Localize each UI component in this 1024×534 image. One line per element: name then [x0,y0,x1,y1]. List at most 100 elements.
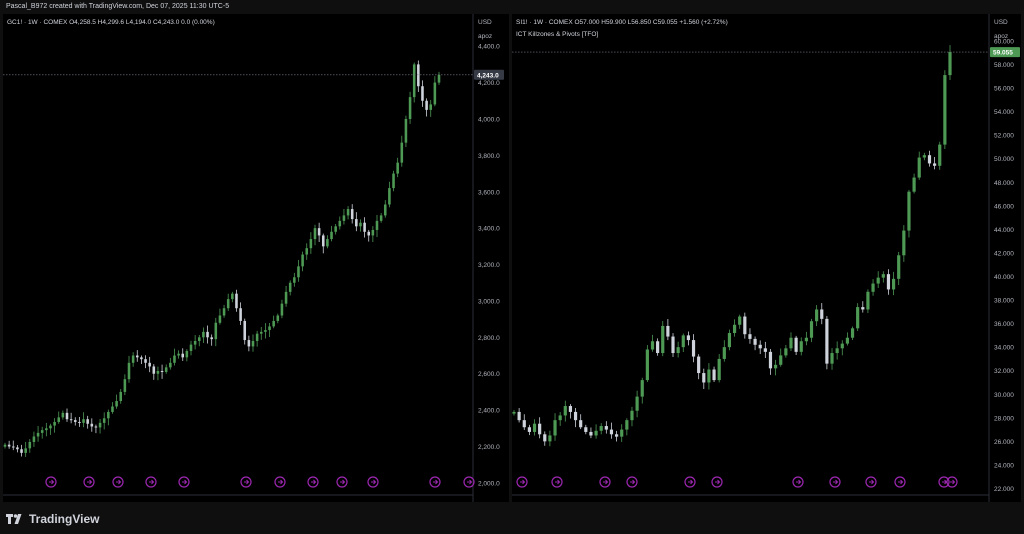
candle-body [239,308,242,321]
candle [425,98,428,117]
candle [589,427,593,439]
silver-chart-svg[interactable]: SI1! · 1W · COMEX O57.000 H59.900 L56.85… [512,14,1021,502]
tradingview-brand[interactable]: TradingView [29,512,100,526]
candle [784,344,788,358]
candle-body [36,432,40,437]
candle [548,430,552,447]
candle-body [65,412,69,420]
y-tick-label: 3,000.0 [478,298,500,305]
last-price-tag [990,47,1020,58]
silver-chart-panel[interactable]: SI1! · 1W · COMEX O57.000 H59.900 L56.85… [512,14,1021,502]
y-tick-label: 2,000.0 [478,480,500,487]
event-icon-arrow [467,479,473,485]
candle [594,424,598,439]
candle-body [115,401,118,407]
candle [614,430,619,442]
candle-body [131,355,135,363]
candle [732,319,737,337]
economic-event-icon [792,476,804,488]
candle-body [144,359,147,363]
candle-body [160,370,164,372]
event-icon-ring [946,476,958,488]
candle [748,328,752,344]
candle [799,337,803,356]
candle [375,214,379,237]
candle-body [400,142,404,163]
candle [630,406,634,427]
candle-body [876,277,880,284]
candle-body [156,370,160,374]
candle-body [922,155,926,158]
tradingview-logo-icon[interactable] [6,514,24,524]
candle-body [584,427,588,432]
gold-chart-panel[interactable]: GC1! · 1W · COMEX O4,258.5 H4,299.6 L4,1… [3,14,509,502]
candle [553,413,557,441]
candle [599,423,603,435]
candle-body [342,215,346,221]
candle [421,80,424,107]
candle [210,334,213,346]
candle [222,304,226,318]
event-icon-arrow [715,479,721,485]
candle [681,333,685,353]
candle-body [255,333,259,341]
candle [123,374,127,396]
gold-chart-svg[interactable]: GC1! · 1W · COMEX O4,258.5 H4,299.6 L4,1… [3,14,509,502]
candle-body [861,307,865,310]
candle-body [774,364,778,369]
candle [763,341,767,358]
candle [912,173,916,194]
y-tick-label: 28.000 [994,415,1014,422]
candle-body [421,86,424,101]
candle [102,412,106,430]
economic-event-icon [946,476,958,488]
economic-event-icon [240,476,252,488]
candle-body [738,316,742,325]
candle [169,357,172,370]
candle [671,333,675,358]
candle [897,251,901,285]
event-icon-ring [599,476,611,488]
candle [707,363,711,390]
candle-body [599,426,603,431]
candle-body [671,336,675,354]
candle-body [235,293,238,309]
candle-body [24,448,27,453]
candle-body [313,228,317,240]
candle-body [82,419,85,423]
candle-body [20,449,23,453]
y-tick-label: 30.000 [994,392,1014,399]
candle-body [16,447,19,450]
candle-body [135,355,139,358]
candle-body [388,188,391,205]
candle [809,318,814,343]
candle-body [32,436,36,442]
candle-body [243,320,247,341]
candle-body [152,366,156,374]
y-tick-label: 4,200.0 [478,80,500,87]
candle [656,338,660,356]
candle [127,355,131,383]
last-price-value: 59.055 [993,50,1013,57]
candle-body [917,157,921,178]
event-icon-ring [307,476,319,488]
y-tick-label: 4,400.0 [478,44,500,51]
candle [326,235,329,249]
economic-event-icon [551,476,563,488]
event-icon-ring [463,476,475,488]
candle-body [321,235,325,247]
candle-body [90,423,94,427]
last-price-value: 4,243.0 [477,72,499,79]
y-tick-label: 48.000 [994,180,1014,187]
economic-event-icon [429,476,441,488]
candle [392,170,395,192]
candle-body [840,343,844,349]
candle [144,355,147,369]
candle [876,271,880,288]
candle [173,348,176,366]
candle [886,269,891,295]
candle-body [396,162,399,174]
economic-event-icon [711,476,723,488]
candle-body [933,163,937,166]
candle-body [268,326,271,331]
